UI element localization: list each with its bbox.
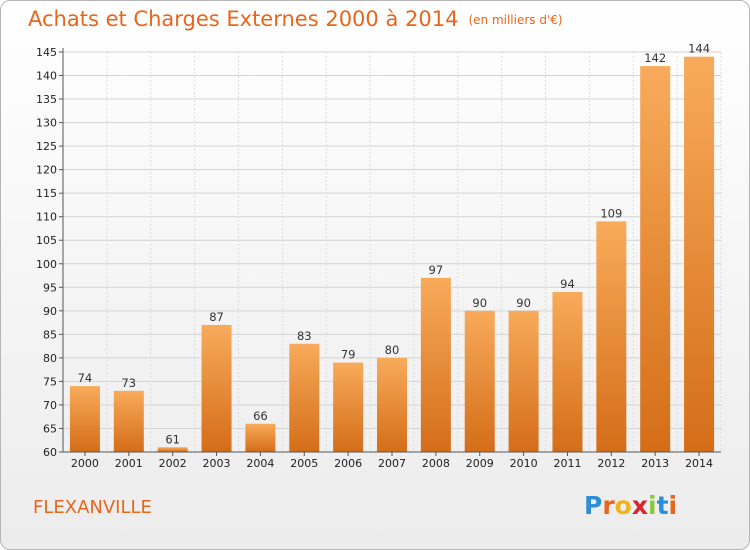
bar — [69, 386, 100, 452]
x-tick-label: 2008 — [422, 457, 450, 470]
x-tick-label: 2006 — [334, 457, 362, 470]
y-tick-label: 135 — [36, 93, 57, 106]
x-tick-label: 2010 — [510, 457, 538, 470]
y-tick-label: 125 — [36, 140, 57, 153]
bar — [201, 324, 232, 452]
bar — [464, 310, 495, 452]
x-tick-label: 2004 — [246, 457, 274, 470]
bars: 74 73 61 87 66 83 79 80 97 90 90 94 109 142 144 — [69, 42, 715, 453]
bar-value-label: 90 — [472, 296, 487, 310]
y-tick-label: 70 — [43, 399, 57, 412]
axes: 60 65 70 75 80 85 90 95 100 105 110 115 120 125 130 135… — [36, 46, 721, 470]
logo-letter: i — [668, 491, 678, 520]
y-tick-label: 145 — [36, 46, 57, 59]
bar-value-label: 80 — [385, 343, 400, 357]
bar — [596, 221, 627, 452]
bar — [552, 292, 583, 452]
x-tick-label: 2013 — [641, 457, 669, 470]
x-tick-label: 2000 — [71, 457, 99, 470]
x-tick-label: 2012 — [597, 457, 625, 470]
y-tick-label: 100 — [36, 258, 57, 271]
bar — [289, 343, 320, 452]
y-tick-label: 90 — [43, 305, 57, 318]
bar — [508, 310, 539, 452]
bar-value-label: 87 — [209, 310, 224, 324]
x-tick-label: 2001 — [115, 457, 143, 470]
y-tick-label: 85 — [43, 328, 57, 341]
logo-letter: o — [614, 491, 632, 520]
bar-value-label: 109 — [600, 206, 622, 220]
chart-title-text: Achats et Charges Externes 2000 à 2014 — [28, 7, 459, 31]
logo-letter: i — [648, 491, 657, 520]
bar-value-label: 66 — [253, 409, 268, 423]
chart-unit: (en milliers d'€) — [468, 13, 563, 27]
y-tick-label: 80 — [43, 352, 57, 365]
bar-value-label: 61 — [165, 432, 180, 446]
y-tick-label: 105 — [36, 234, 57, 247]
bar-value-label: 83 — [297, 329, 312, 343]
bar — [157, 447, 188, 452]
bar-value-label: 144 — [688, 42, 710, 56]
bar-value-label: 73 — [121, 376, 136, 390]
y-tick-label: 120 — [36, 164, 57, 177]
x-tick-label: 2003 — [203, 457, 231, 470]
bar — [333, 362, 364, 452]
x-tick-label: 2011 — [553, 457, 581, 470]
proxiti-logo: Proxiti — [584, 491, 677, 520]
bar — [640, 66, 671, 452]
y-tick-label: 110 — [36, 211, 57, 224]
y-tick-label: 95 — [43, 281, 57, 294]
chart-title: Achats et Charges Externes 2000 à 2014 (e… — [28, 7, 563, 31]
x-tick-label: 2002 — [159, 457, 187, 470]
y-tick-label: 60 — [43, 446, 57, 459]
bar — [684, 56, 715, 453]
logo-letter: x — [631, 491, 648, 520]
logo-letter: r — [602, 491, 615, 520]
logo-letter: P — [584, 491, 603, 520]
bar-value-label: 97 — [429, 263, 444, 277]
logo-letter: t — [656, 491, 669, 520]
y-tick-label: 140 — [36, 70, 57, 83]
bar — [377, 357, 407, 452]
commune-name: FLEXANVILLE — [33, 497, 152, 518]
x-tick-label: 2009 — [466, 457, 494, 470]
x-tick-label: 2005 — [290, 457, 318, 470]
y-tick-label: 130 — [36, 117, 57, 130]
bar-value-label: 142 — [644, 51, 666, 65]
x-tick-label: 2007 — [378, 457, 406, 470]
grid-lines — [62, 51, 722, 453]
bar-value-label: 74 — [78, 371, 93, 385]
y-tick-label: 75 — [43, 375, 57, 388]
bar-value-label: 79 — [341, 348, 356, 362]
x-tick-label: 2014 — [685, 457, 713, 470]
bar-value-label: 90 — [516, 296, 531, 310]
bar — [245, 423, 276, 452]
y-tick-label: 115 — [36, 187, 57, 200]
y-tick-label: 65 — [43, 422, 57, 435]
bar — [420, 277, 451, 452]
bar — [113, 390, 144, 452]
bar-value-label: 94 — [560, 277, 575, 291]
